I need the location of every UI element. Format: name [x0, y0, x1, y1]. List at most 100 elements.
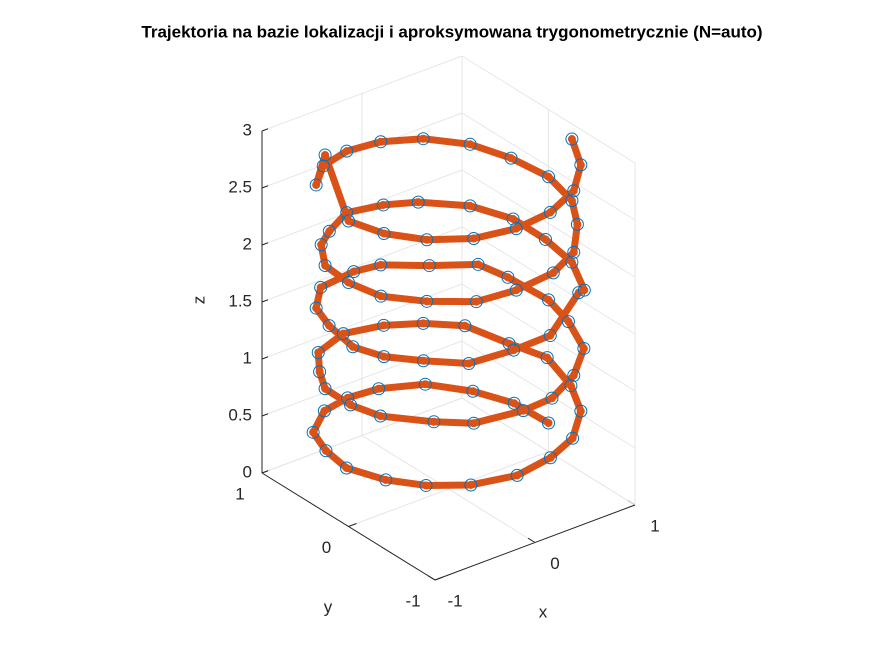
x-tick-label: 0 [550, 554, 559, 573]
measurement-point [567, 184, 581, 198]
approx-point [549, 268, 558, 277]
approx-point [544, 419, 553, 427]
approx-point [468, 387, 477, 396]
approx-point [419, 319, 428, 328]
approx-point [569, 248, 578, 257]
measurement-point [506, 212, 520, 226]
z-tick-label: 1.5 [228, 291, 252, 310]
approx-point [576, 160, 585, 169]
approx-point [579, 344, 588, 353]
x-tick-label: 1 [650, 516, 659, 535]
approx-point [541, 235, 550, 244]
measurement-point [313, 365, 327, 379]
measurement-point [317, 404, 331, 418]
measurement-point [458, 319, 472, 333]
approx-point [312, 180, 321, 189]
approx-point [319, 161, 328, 170]
approx-point [513, 471, 522, 480]
measurement-point [542, 170, 555, 184]
approx-point [512, 224, 521, 233]
z-tick-label: 3 [243, 120, 252, 139]
measurement-point [543, 205, 557, 219]
approx-point [429, 417, 438, 426]
measurement-point [373, 409, 387, 423]
approx-point [381, 475, 390, 484]
measurement-point [377, 227, 391, 240]
measurement-point [419, 478, 433, 492]
z-axis-label: z [189, 296, 208, 305]
approx-point [464, 359, 473, 368]
grid-line [261, 283, 463, 360]
measurement-point [543, 329, 557, 343]
approx-point [309, 428, 318, 437]
approx-point [419, 356, 428, 365]
approx-point [422, 297, 431, 306]
measurement-point [543, 451, 557, 465]
approx-point [544, 295, 553, 304]
measurement-point [416, 354, 430, 368]
measurement-point [306, 425, 320, 439]
measurement-point [510, 468, 524, 482]
measurement-point [309, 178, 323, 192]
measurement-point [322, 224, 336, 238]
approx-point [573, 220, 582, 229]
approx-point [466, 480, 475, 489]
y-axis [261, 472, 436, 581]
approx-point [503, 273, 512, 282]
measurement-point [340, 461, 353, 475]
y-tick-label: 1 [235, 484, 244, 503]
approx-point [546, 208, 555, 217]
approx-point [422, 235, 431, 244]
measurement-point [342, 214, 355, 228]
approx-point [566, 381, 575, 390]
measurement-point [379, 473, 393, 487]
approx-point [376, 137, 385, 146]
measurement-point [570, 217, 584, 231]
measurement-point [502, 337, 516, 351]
approx-point [419, 134, 428, 143]
measurement-point [467, 232, 481, 246]
x-tick-label: -1 [447, 591, 462, 610]
approx-point [321, 446, 330, 455]
approx-point [460, 321, 469, 330]
approx-point [414, 198, 423, 207]
approx-point [316, 283, 325, 292]
approx-point [325, 227, 334, 236]
approx-point [312, 304, 321, 313]
approx-point [314, 348, 323, 357]
measurement-point [507, 396, 521, 410]
measurement-point [509, 222, 523, 236]
measurement-point [344, 398, 357, 412]
y-axis-label: y [324, 597, 333, 616]
measurement-point [318, 382, 332, 396]
z-tick-label: 2.5 [228, 177, 252, 196]
grid-line [261, 55, 463, 132]
approx-point [466, 140, 475, 149]
measurement-point [577, 341, 591, 355]
approx-point [379, 229, 388, 238]
approx-point [505, 339, 514, 348]
approx-point [325, 321, 334, 330]
measurement-point [565, 255, 579, 269]
measurement-point [574, 158, 588, 172]
measurement-point [314, 280, 328, 294]
measurement-point [463, 199, 477, 213]
approx-point [474, 260, 483, 269]
measurement-point [464, 478, 478, 492]
measurement-point [567, 368, 581, 382]
measurement-point [420, 294, 434, 308]
approx-point [544, 172, 553, 181]
measurement-point [411, 195, 425, 209]
measurement-point [501, 270, 515, 284]
measurement-point [565, 194, 579, 208]
measurement-point [347, 265, 361, 279]
approx-point [567, 135, 576, 144]
measurement-point [377, 350, 391, 364]
tick-mark [348, 523, 357, 527]
approx-point [569, 371, 578, 380]
approx-point [568, 434, 577, 443]
tick-mark [261, 299, 269, 303]
measurement-point [471, 257, 485, 271]
measurement-point [516, 404, 530, 418]
approx-point [466, 201, 475, 210]
